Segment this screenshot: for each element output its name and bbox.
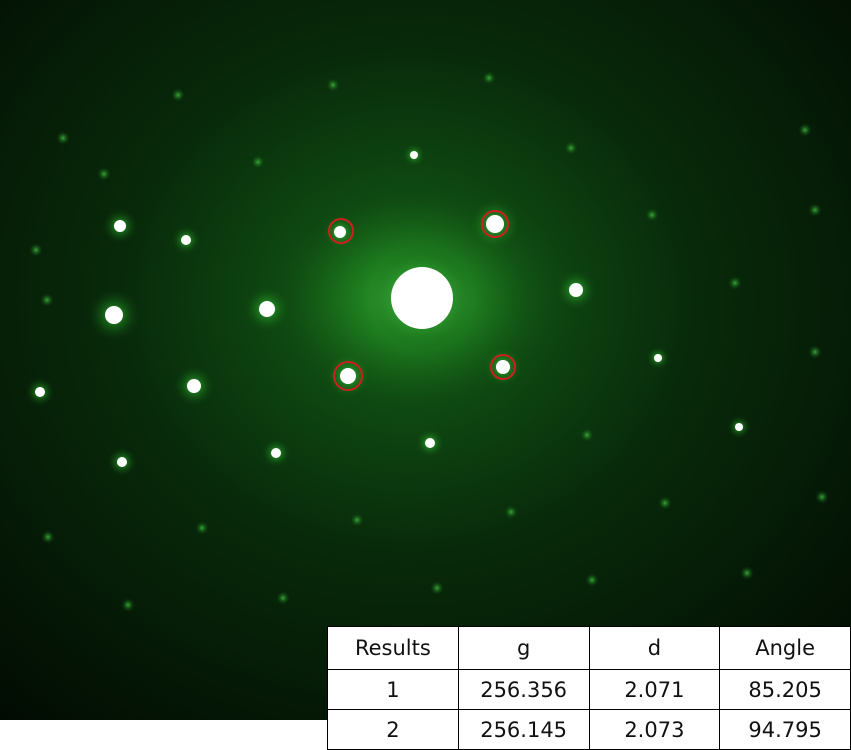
faint-diffraction-spot — [41, 530, 55, 544]
faint-diffraction-spot — [585, 573, 599, 587]
bright-spots-group — [25, 143, 751, 477]
cell-angle-1: 85.205 — [719, 669, 851, 710]
results-header-row: Results g d Angle — [327, 626, 851, 670]
selected-spot-marker-ring — [490, 354, 516, 380]
faint-diffraction-spot — [56, 131, 70, 145]
faint-diffraction-spot — [195, 521, 209, 535]
faint-diffraction-spot — [808, 203, 822, 217]
diffraction-spot — [415, 428, 445, 458]
faint-diffraction-spot — [350, 513, 364, 527]
diffraction-spot — [482, 346, 524, 388]
faint-diffraction-spot — [430, 581, 444, 595]
faint-diffraction-spot — [564, 141, 578, 155]
diffraction-spot — [261, 438, 291, 468]
faint-diffraction-spot — [251, 155, 265, 169]
faint-diffraction-spot — [658, 496, 672, 510]
faint-diffraction-spot — [728, 276, 742, 290]
faint-diffraction-spot — [171, 88, 185, 102]
diffraction-spot — [107, 447, 137, 477]
diffraction-spot — [25, 377, 55, 407]
faint-diffraction-spot — [40, 293, 54, 307]
cell-result-1: 1 — [327, 669, 459, 710]
faint-diffraction-spot — [276, 591, 290, 605]
faint-diffraction-spot — [482, 71, 496, 85]
diffraction-spot — [171, 225, 201, 255]
diffraction-spot — [173, 365, 215, 407]
faint-diffraction-spot — [29, 243, 43, 257]
header-angle: Angle — [719, 626, 851, 670]
diffraction-spot — [402, 143, 426, 167]
cell-g-2: 256.145 — [457, 709, 590, 750]
cell-result-2: 2 — [327, 709, 459, 750]
results-table: Results g d Angle 1 256.356 2.071 85.205… — [327, 626, 851, 750]
central-beam — [370, 246, 474, 350]
faint-diffraction-spot — [121, 598, 135, 612]
faint-diffraction-spot — [580, 428, 594, 442]
selected-spot-marker-ring — [481, 210, 509, 238]
marker-rings-group — [328, 210, 516, 391]
diffraction-spot — [727, 415, 751, 439]
faint-diffraction-spot — [326, 78, 340, 92]
faint-diffraction-spot — [504, 505, 518, 519]
header-g: g — [457, 626, 590, 670]
table-row: 2 256.145 2.073 94.795 — [327, 709, 851, 750]
selected-spot-marker-ring — [328, 218, 354, 244]
diffraction-spot — [87, 288, 141, 342]
diffraction-spot — [468, 197, 522, 251]
faint-diffraction-spot — [798, 123, 812, 137]
diffraction-spot — [324, 352, 372, 400]
faint-diffraction-spot — [645, 208, 659, 222]
central-beam-spot — [391, 267, 453, 329]
diffraction-spot — [102, 208, 138, 244]
faint-diffraction-spot — [97, 167, 111, 181]
header-d: d — [588, 626, 721, 670]
selected-spot-marker-ring — [333, 361, 363, 391]
cell-angle-2: 94.795 — [719, 709, 851, 750]
faint-diffraction-spot — [740, 566, 754, 580]
diffraction-spot — [243, 285, 291, 333]
diffraction-spot — [646, 346, 670, 370]
cell-g-1: 256.356 — [457, 669, 590, 710]
cell-d-2: 2.073 — [588, 709, 721, 750]
faint-spots-group — [29, 71, 829, 612]
faint-diffraction-spot — [808, 345, 822, 359]
table-row: 1 256.356 2.071 85.205 — [327, 669, 851, 710]
diffraction-spot — [555, 269, 597, 311]
header-results: Results — [327, 626, 459, 670]
cell-d-1: 2.071 — [588, 669, 721, 710]
faint-diffraction-spot — [815, 490, 829, 504]
